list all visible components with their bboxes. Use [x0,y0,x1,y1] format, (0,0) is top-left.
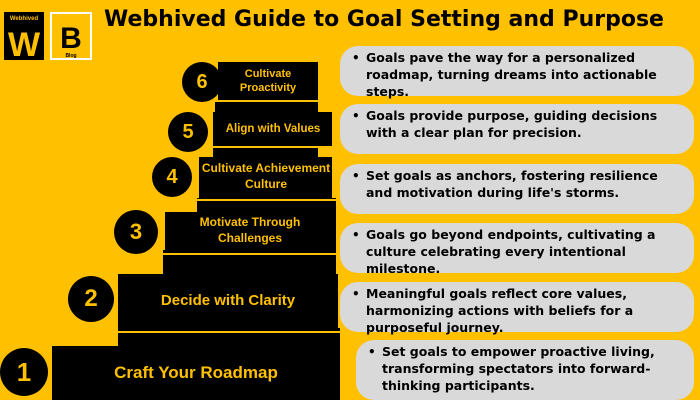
step-6-description: • Goals pave the way for a personalized r… [340,46,694,99]
step-5-number-badge: 5 [168,112,208,152]
step-1-description-text: Set goals to empower proactive living, t… [382,344,655,393]
step-3-description-text: Goals go beyond endpoints, cultivating a… [366,227,656,276]
step-4-description-text: Set goals as anchors, fostering resilien… [366,168,658,200]
logo-w-caption: Webhived [10,16,39,22]
step-4-label: Cultivate Achievement Culture [201,161,331,191]
step-2-number-badge: 2 [68,276,114,322]
stair-step-1 [52,346,340,400]
step-5-description: • Goals provide purpose, guiding decision… [340,104,694,154]
page-title: Webhived Guide to Goal Setting and Purpo… [104,7,664,32]
step-4-number-badge: 4 [152,157,192,197]
step-6-number-badge: 6 [182,62,222,102]
step-2-label: Decide with Clarity [160,292,296,310]
stair-step-2 [118,274,338,328]
logo-w-letter: W [8,26,41,60]
stair-step-6 [218,62,318,100]
step-2-description: • Meaningful goals reflect core values, h… [340,282,694,335]
step-1-description: • Set goals to empower proactive living, … [356,340,694,400]
step-4-description: • Set goals as anchors, fostering resilie… [340,164,694,214]
step-3-label: Motivate Through Challenges [199,215,301,245]
step-3-description: • Goals go beyond endpoints, cultivating … [340,223,694,276]
stair-step-3 [165,212,336,250]
webhived-logo: Webhived W B Blog [4,12,92,60]
step-6-label: Cultivate Proactivity [239,67,297,94]
step-5-label: Align with Values [225,122,321,135]
step-1-number-badge: 1 [0,348,48,396]
step-5-description-text: Goals provide purpose, guiding decisions… [366,108,658,140]
step-6-description-text: Goals pave the way for a personalized ro… [366,50,657,99]
step-1-label: Craft Your Roadmap [114,362,278,382]
logo-b-letter: B [60,22,82,55]
stair-step-5 [215,112,332,146]
step-3-number-badge: 3 [114,210,158,254]
step-2-description-text: Meaningful goals reflect core values, ha… [366,286,634,335]
logo-b-caption: Blog [65,53,76,59]
stair-step-4 [199,157,332,198]
